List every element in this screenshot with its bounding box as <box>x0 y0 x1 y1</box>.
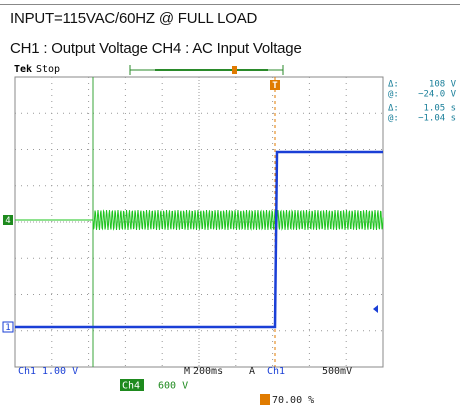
readout-label: Δ: <box>388 80 399 90</box>
ch1-marker-label: 1 <box>5 323 10 333</box>
readout-label: @: <box>388 90 399 100</box>
bottom-bar: Ch1 1.00 V M 200ms A Ch1 500mV Ch4 600 V… <box>18 366 352 406</box>
heading: INPUT=115VAC/60HZ @ FULL LOAD <box>10 10 258 27</box>
readout-value: 1.05 s <box>423 104 456 114</box>
readout-label: @: <box>388 114 399 124</box>
readout-label: Δ: <box>388 104 399 114</box>
rule <box>0 4 460 5</box>
ch1-waveform <box>15 150 383 329</box>
ch4-waveform <box>15 209 384 231</box>
level-arrow <box>373 305 378 313</box>
scope-screen: Tek Stop T 4 1 Δ: 108 V @: −24.0 V Δ: 1.05 s @… <box>2 64 457 406</box>
ch4-marker-label: 4 <box>5 216 10 226</box>
trigger-marker-label: T <box>272 81 278 91</box>
ch1-scale: 1.00 V <box>42 366 78 377</box>
ch4-scale: 600 V <box>158 381 188 392</box>
trigger-prefix: A <box>249 366 255 377</box>
subheading: CH1 : Output Voltage CH4 : AC Input Volt… <box>10 40 302 57</box>
readout-value: −1.04 s <box>418 114 456 124</box>
readout-value: −24.0 V <box>418 90 457 100</box>
ch4-marker: 4 <box>3 215 13 226</box>
run-state: Stop <box>36 64 60 75</box>
trigger-marker: T <box>270 80 280 91</box>
trigger-level: 500mV <box>322 366 352 377</box>
readout-value: 108 V <box>429 80 457 90</box>
readouts: Δ: 108 V @: −24.0 V Δ: 1.05 s @: −1.04 s <box>388 80 457 124</box>
ch1-label: Ch1 <box>18 366 36 377</box>
brand: Tek <box>14 64 32 75</box>
ch4-label: Ch4 <box>122 381 140 392</box>
time-scale: 200ms <box>193 366 223 377</box>
time-prefix: M <box>184 366 190 377</box>
ch1-marker: 1 <box>2 321 14 333</box>
trigger-position: 70.00 % <box>272 395 314 406</box>
record-bar <box>129 65 284 75</box>
trigger-source: Ch1 <box>267 366 285 377</box>
